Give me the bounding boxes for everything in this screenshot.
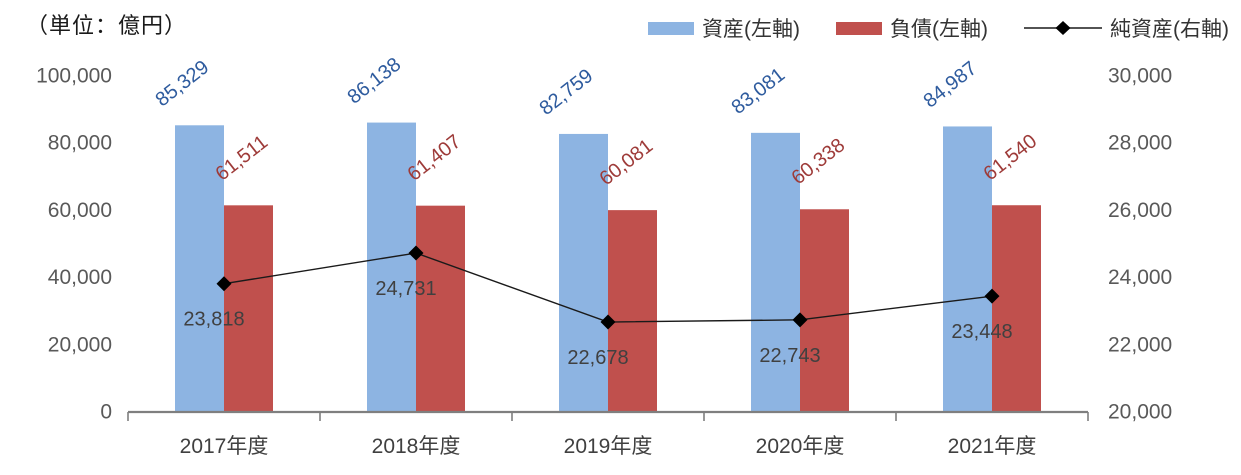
net-assets-marker xyxy=(216,276,232,292)
x-axis-category-label: 2019年度 xyxy=(564,435,653,458)
bar-assets-2018年度 xyxy=(367,122,416,412)
net-assets-marker xyxy=(408,245,424,261)
unit-label: （単位：億円） xyxy=(26,13,188,38)
assets-value-label: 84,987 xyxy=(920,57,982,112)
right-axis-tick-label: 28,000 xyxy=(1108,132,1172,155)
assets-value-label: 83,081 xyxy=(728,64,790,119)
right-axis-tick-label: 20,000 xyxy=(1108,401,1172,424)
net-assets-marker xyxy=(600,314,616,330)
bar-assets-2019年度 xyxy=(559,133,608,413)
assets-value-label: 82,759 xyxy=(536,65,598,120)
net-assets-marker xyxy=(984,288,1000,304)
right-axis-tick-label: 24,000 xyxy=(1108,266,1172,289)
net-assets-value-label: 23,818 xyxy=(183,309,244,331)
bar-assets-2021年度 xyxy=(943,126,992,413)
assets-value-label: 85,329 xyxy=(152,56,214,111)
bar-liabilities-2019年度 xyxy=(608,210,657,412)
net-assets-value-label: 22,678 xyxy=(567,347,628,369)
x-axis-category-label: 2021年度 xyxy=(948,435,1037,458)
x-axis-category-label: 2020年度 xyxy=(756,435,845,458)
bar-liabilities-2017年度 xyxy=(224,205,273,412)
assets-legend-swatch xyxy=(648,21,694,35)
left-axis-tick-label: 20,000 xyxy=(48,333,112,356)
right-axis-tick-label: 22,000 xyxy=(1108,333,1172,356)
left-axis-tick-label: 100,000 xyxy=(36,65,112,88)
bar-assets-2017年度 xyxy=(175,125,224,413)
assets-value-label: 86,138 xyxy=(344,54,406,109)
net-assets-legend-marker xyxy=(1024,20,1102,36)
bar-assets-2020年度 xyxy=(751,132,800,412)
left-axis-tick-label: 40,000 xyxy=(48,266,112,289)
net-assets-marker xyxy=(792,312,808,328)
left-axis-tick-label: 0 xyxy=(100,401,112,424)
bar-liabilities-2020年度 xyxy=(800,209,849,412)
legend-item-liabilities: 負債(左軸) xyxy=(836,13,988,43)
net-assets-legend-label: 純資産(右軸) xyxy=(1110,18,1229,41)
net-assets-value-label: 22,743 xyxy=(759,345,820,367)
net-assets-value-label: 23,448 xyxy=(951,321,1012,343)
left-axis-tick-label: 80,000 xyxy=(48,132,112,155)
liabilities-legend-label: 負債(左軸) xyxy=(890,18,988,41)
bar-liabilities-2021年度 xyxy=(992,205,1041,412)
right-axis-tick-label: 30,000 xyxy=(1108,65,1172,88)
x-axis-category-label: 2018年度 xyxy=(372,435,461,458)
bar-liabilities-2018年度 xyxy=(416,205,465,412)
legend: 資産(左軸) 負債(左軸) 純資産(右軸) xyxy=(648,13,1229,43)
left-axis-tick-label: 60,000 xyxy=(48,199,112,222)
liabilities-legend-swatch xyxy=(836,21,882,35)
net-assets-value-label: 24,731 xyxy=(375,278,436,300)
legend-item-net-assets: 純資産(右軸) xyxy=(1024,13,1229,43)
assets-legend-label: 資産(左軸) xyxy=(702,18,800,41)
legend-item-assets: 資産(左軸) xyxy=(648,13,800,43)
x-axis-category-label: 2017年度 xyxy=(180,435,269,458)
right-axis-tick-label: 26,000 xyxy=(1108,199,1172,222)
